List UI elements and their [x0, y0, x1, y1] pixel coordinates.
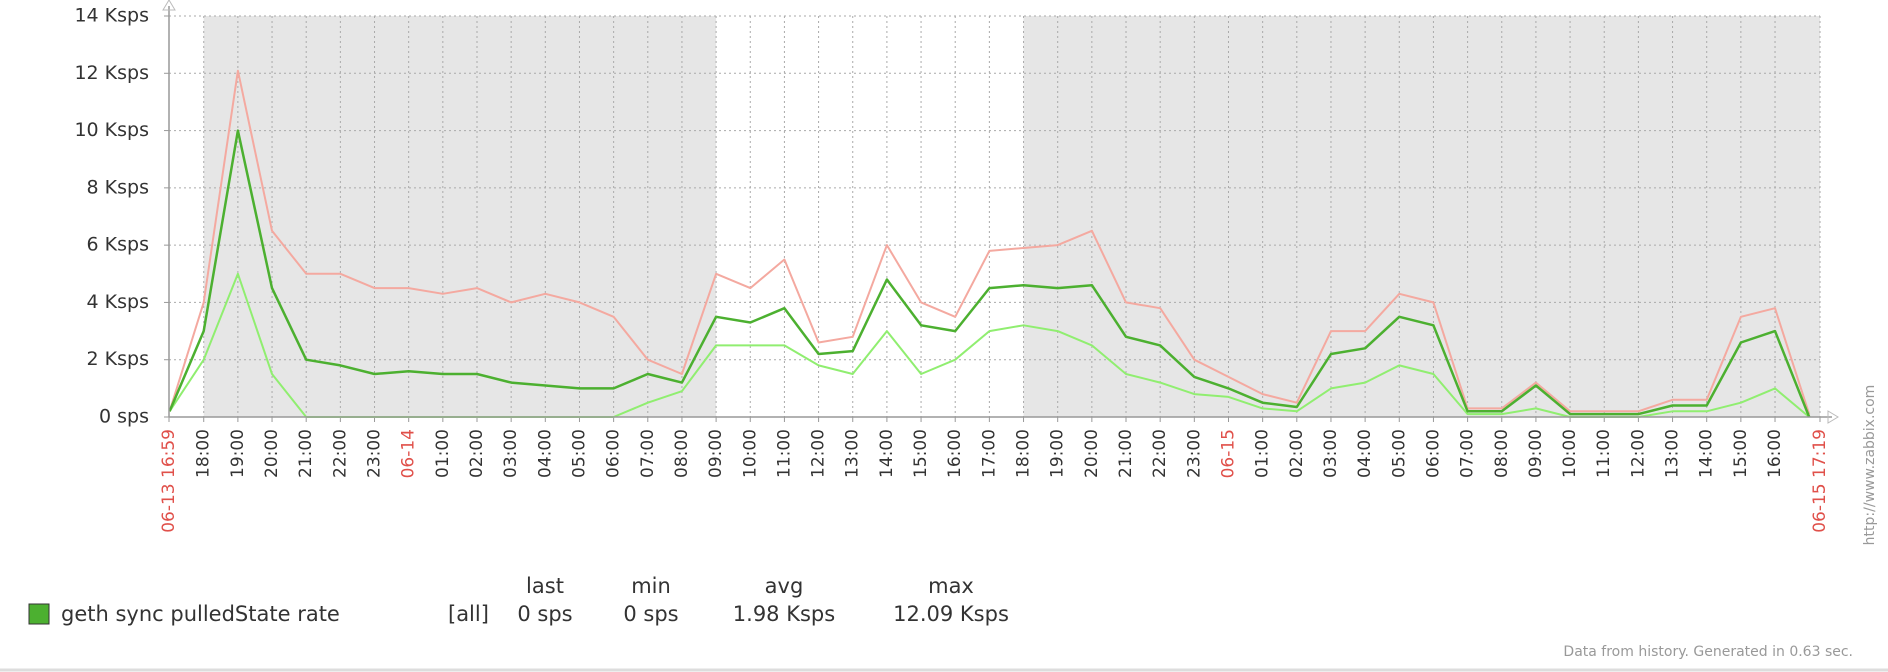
x-tick-label: 02:00 [467, 429, 487, 478]
x-tick-label: 10:00 [740, 429, 760, 478]
y-tick-label: 4 Ksps [87, 291, 149, 313]
legend-stat: 1.98 Ksps [733, 602, 835, 626]
x-axis-arrow [1827, 410, 1839, 424]
x-tick-label: 22:00 [330, 429, 350, 478]
x-tick-label: 15:00 [1731, 429, 1751, 478]
legend-swatch [28, 603, 50, 625]
axes [162, 0, 1839, 424]
x-tick-label: 08:00 [672, 429, 692, 478]
x-tick-label: 18:00 [194, 429, 214, 478]
x-tick-label: 11:00 [774, 429, 794, 478]
x-tick-label: 05:00 [1389, 429, 1409, 478]
x-tick-label: 13:00 [1663, 429, 1683, 478]
x-tick-label: 21:00 [1116, 429, 1136, 478]
x-tick-label: 19:00 [228, 429, 248, 478]
x-tick-label: 06-15 [1218, 429, 1238, 478]
x-tick-label: 02:00 [1287, 429, 1307, 478]
y-tick-label: 12 Ksps [74, 62, 149, 84]
legend-column-header: max [928, 574, 974, 598]
x-tick-label: 09:00 [706, 429, 726, 478]
x-tick-label: 06-13 16:59 [159, 429, 179, 533]
x-tick-label: 19:00 [1048, 429, 1068, 478]
x-tick-label: 03:00 [501, 429, 521, 478]
x-tick-label: 23:00 [365, 429, 385, 478]
y-tick-label: 2 Ksps [87, 348, 149, 370]
legend-stat: 12.09 Ksps [893, 602, 1009, 626]
x-tick-label: 20:00 [1082, 429, 1102, 478]
watermark: http://www.zabbix.com [1862, 385, 1878, 546]
x-tick-label: 18:00 [1014, 429, 1034, 478]
legend-name: geth sync pulledState rate [61, 602, 340, 626]
x-tick-label: 13:00 [843, 429, 863, 478]
x-tick-label: 14:00 [877, 429, 897, 478]
label-layer: 0 sps 2 Ksps 4 Ksps 6 Ksps 8 Ksps 10 Ksps 12 K… [74, 5, 1830, 533]
y-axis-arrow [162, 0, 176, 11]
x-tick-label: 20:00 [262, 429, 282, 478]
x-tick-label: 04:00 [535, 429, 555, 478]
x-tick-label: 14:00 [1697, 429, 1717, 478]
x-tick-label: 01:00 [433, 429, 453, 478]
x-tick-label: 23:00 [1184, 429, 1204, 478]
x-tick-label: 10:00 [1560, 429, 1580, 478]
x-tick-label: 16:00 [945, 429, 965, 478]
legend-column-header: min [631, 574, 671, 598]
x-tick-label: 07:00 [1458, 429, 1478, 478]
shade-layer [203, 16, 1820, 417]
x-tick-label: 09:00 [1526, 429, 1546, 478]
x-tick-label: 15:00 [911, 429, 931, 478]
x-tick-label: 03:00 [1321, 429, 1341, 478]
legend: geth sync pulledState rate [all] last 0 s… [28, 574, 1009, 626]
legend-column-header: last [526, 574, 564, 598]
y-tick-label: 0 sps [99, 406, 149, 428]
x-tick-label: 08:00 [1492, 429, 1512, 478]
x-tick-label: 16:00 [1765, 429, 1785, 478]
y-tick-label: 14 Ksps [74, 5, 149, 27]
x-tick-label: 06:00 [1423, 429, 1443, 478]
y-tick-label: 8 Ksps [87, 176, 149, 198]
legend-column-header: avg [765, 574, 804, 598]
grid-layer [164, 15, 1821, 422]
x-tick-label: 07:00 [638, 429, 658, 478]
x-tick-label: 22:00 [1150, 429, 1170, 478]
x-tick-label: 06-15 17:19 [1810, 429, 1830, 533]
shaded-period [1023, 16, 1820, 417]
legend-stat: 0 sps [623, 602, 678, 626]
max-line [168, 69, 1811, 415]
footer: Data from history. Generated in 0.63 sec… [1563, 644, 1853, 660]
legend-stat: 0 sps [517, 602, 572, 626]
x-tick-label: 06:00 [604, 429, 624, 478]
x-tick-label: 04:00 [1355, 429, 1375, 478]
x-tick-label: 06-14 [399, 429, 419, 478]
y-tick-label: 10 Ksps [74, 119, 149, 141]
shaded-period [203, 16, 717, 417]
y-tick-label: 6 Ksps [87, 234, 149, 256]
avg-line [168, 129, 1811, 418]
x-tick-label: 01:00 [1253, 429, 1273, 478]
x-tick-label: 17:00 [979, 429, 999, 478]
x-tick-label: 12:00 [1628, 429, 1648, 478]
x-tick-label: 21:00 [296, 429, 316, 478]
x-tick-label: 11:00 [1594, 429, 1614, 478]
legend-function: [all] [448, 602, 489, 626]
x-tick-label: 05:00 [569, 429, 589, 478]
x-tick-label: 12:00 [809, 429, 829, 478]
